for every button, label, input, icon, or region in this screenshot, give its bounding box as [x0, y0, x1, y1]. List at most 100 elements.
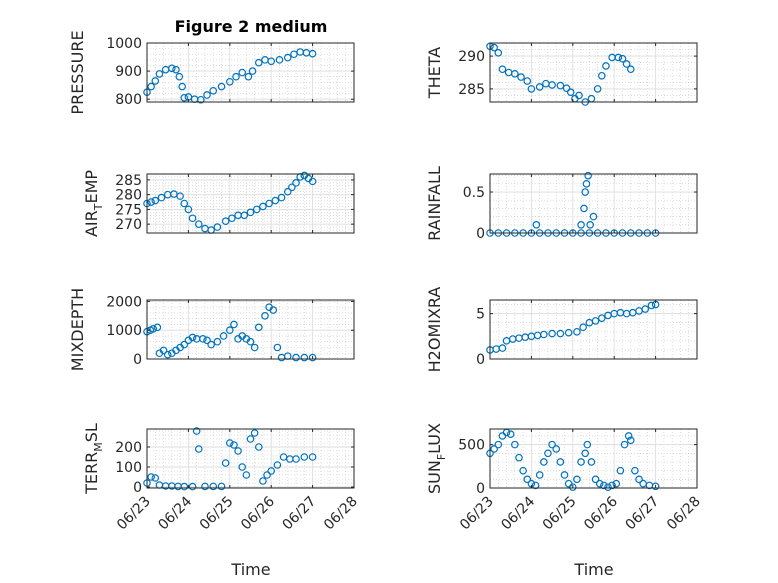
data-point — [147, 198, 155, 206]
data-point — [283, 187, 292, 196]
data-point — [511, 70, 519, 78]
data-point — [600, 481, 608, 490]
data-point — [494, 49, 503, 57]
data-point — [217, 482, 226, 491]
y-axis-label: SUNFLUX — [425, 423, 448, 494]
data-point — [203, 336, 211, 345]
y-tick-label: 900 — [115, 64, 142, 80]
data-point — [308, 453, 317, 461]
data-point — [175, 72, 184, 81]
data-point — [238, 463, 247, 471]
y-axis-label: H2OMIXRA — [425, 287, 444, 373]
data-point — [535, 83, 544, 91]
data-point — [157, 193, 166, 202]
data-point — [219, 332, 228, 340]
data-point — [226, 439, 234, 447]
plot-area — [147, 300, 354, 359]
data-point — [172, 65, 180, 74]
data-point — [238, 68, 247, 77]
data-point — [213, 223, 222, 231]
data-point — [267, 57, 276, 66]
data-point — [584, 171, 592, 180]
data-point — [562, 84, 571, 93]
data-point — [188, 482, 197, 491]
data-point — [246, 337, 255, 346]
axes-frame — [146, 428, 355, 489]
x-tick-label: 06/23 — [457, 494, 497, 534]
data-point — [589, 212, 598, 221]
data-point — [269, 306, 278, 314]
x-tick-label: 06/26 — [238, 493, 278, 533]
data-point — [199, 335, 207, 343]
y-tick-label: 0 — [476, 226, 485, 242]
data-point — [228, 214, 236, 223]
data-point — [180, 340, 189, 349]
data-point — [203, 91, 211, 99]
data-point — [147, 82, 155, 91]
data-point — [283, 53, 292, 62]
data-point — [159, 346, 168, 355]
y-tick-label: 0 — [476, 352, 485, 368]
subplot-theta: 285 290 THETA — [425, 42, 698, 106]
data-point — [575, 91, 583, 100]
y-tick-label: 0 — [476, 481, 485, 497]
y-tick-label: 5 — [476, 307, 485, 323]
data-point — [631, 466, 639, 475]
data-point — [188, 214, 197, 223]
subplot-mixdepth: 0 1000 2000 MIXDEPTH — [68, 288, 355, 371]
y-axis-label: TERRMSL — [82, 423, 105, 495]
data-point — [178, 82, 186, 91]
axes-frame — [146, 173, 355, 234]
data-point — [556, 458, 565, 466]
data-point — [511, 440, 519, 449]
data-point — [577, 221, 585, 229]
data-point — [246, 435, 255, 443]
data-point — [271, 196, 280, 205]
data-point — [624, 432, 633, 440]
data-point — [597, 314, 606, 322]
data-point — [540, 330, 548, 339]
data-point — [230, 441, 238, 449]
data-point — [292, 455, 300, 463]
data-point — [523, 475, 532, 484]
data-point — [207, 340, 215, 349]
data-point — [209, 482, 218, 491]
subplot-terr-msl: 0 100 200 06/23 06/24 06/25 06/26 06/27 06/28 TER… — [82, 423, 361, 533]
y-tick-label: 280 — [115, 188, 142, 204]
plot-area — [490, 300, 697, 359]
y-tick-label: 275 — [115, 202, 142, 218]
data-point — [221, 217, 230, 226]
axes-frame — [146, 42, 355, 103]
subplot-rainfall: 0 0.5 RAINFALL — [425, 166, 698, 242]
data-point — [300, 353, 309, 362]
data-point — [275, 56, 284, 64]
y-tick-label: 1000 — [106, 323, 142, 339]
axes-frame — [146, 299, 355, 360]
x-axis-label-left: Time — [230, 560, 270, 579]
data-point — [519, 466, 527, 475]
x-tick-label: 06/27 — [623, 494, 663, 534]
data-point — [244, 72, 253, 81]
data-point — [184, 205, 193, 214]
data-point — [267, 467, 276, 475]
data-point — [544, 449, 552, 458]
data-point — [552, 445, 561, 453]
data-point — [581, 449, 590, 458]
axes-frame — [489, 299, 698, 360]
data-point — [308, 49, 317, 58]
data-point — [273, 343, 282, 352]
data-point — [602, 62, 610, 70]
y-tick-label: 290 — [458, 49, 485, 65]
data-point — [265, 199, 273, 208]
data-point — [564, 328, 573, 337]
plot-area — [490, 43, 697, 102]
data-point — [566, 88, 575, 96]
data-point — [618, 54, 627, 63]
y-axis-label: AIRTEMP — [82, 170, 105, 237]
data-point — [641, 305, 650, 313]
data-point — [153, 323, 162, 332]
x-tick-label: 06/24 — [498, 493, 538, 533]
data-point — [151, 77, 160, 85]
